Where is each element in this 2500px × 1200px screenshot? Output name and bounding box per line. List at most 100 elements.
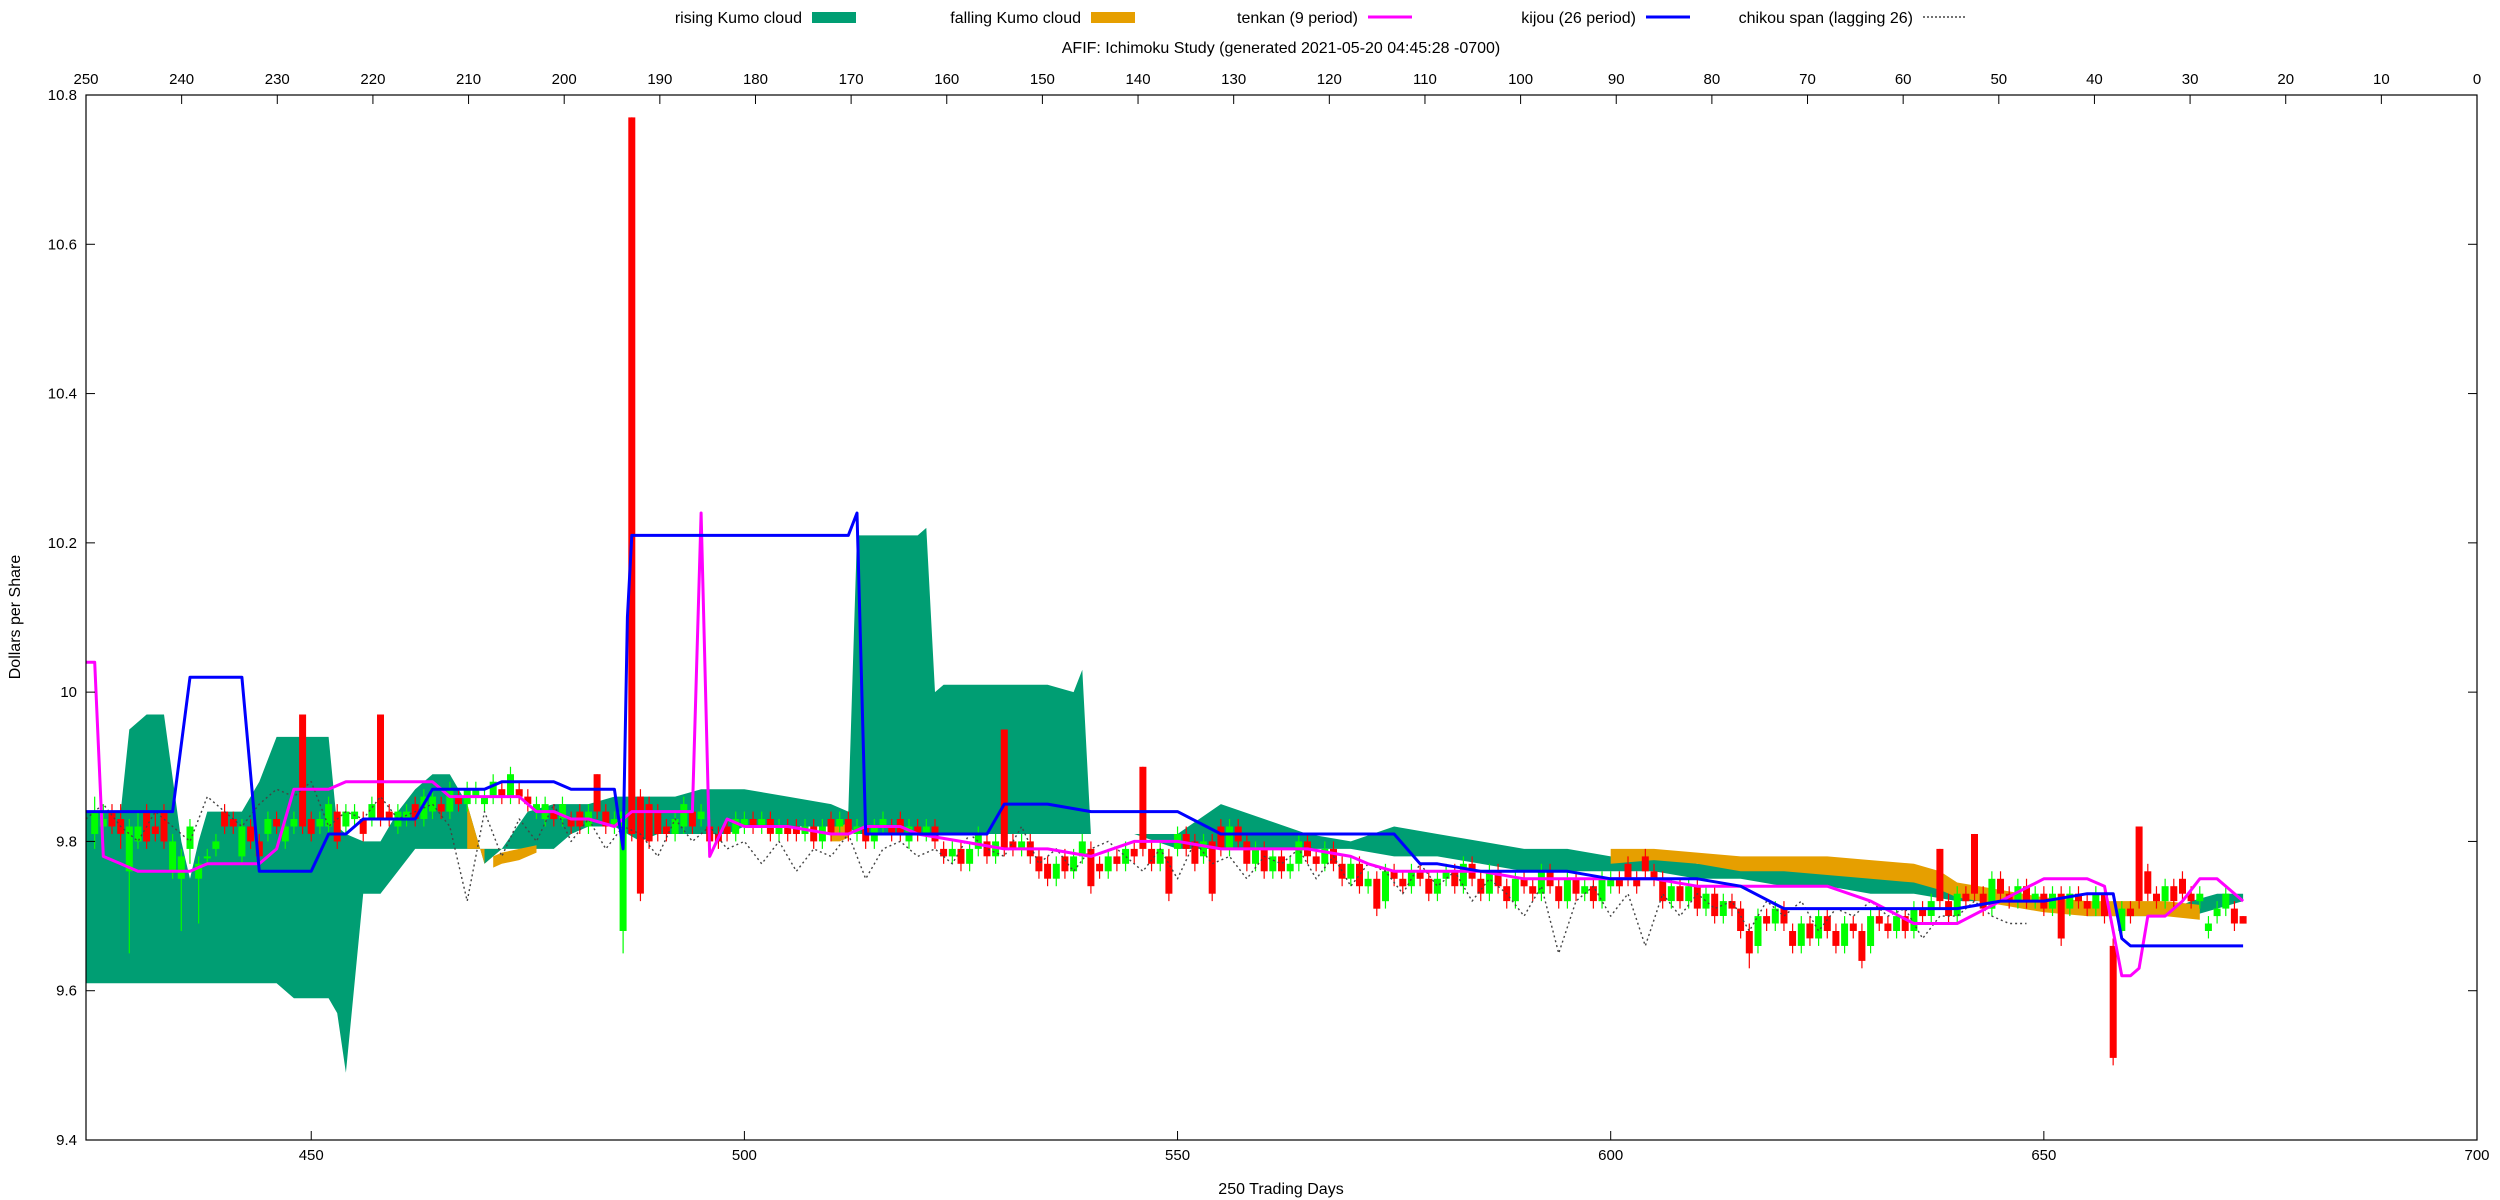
falling-candle	[1780, 908, 1788, 924]
falling-candle	[1936, 848, 1944, 902]
rising-candle	[1269, 856, 1277, 872]
rising-candle	[481, 796, 488, 805]
x2-tick-label: 150	[1030, 71, 1055, 88]
rising-candle	[186, 826, 194, 849]
rising-candle	[2213, 908, 2221, 917]
x-tick-label: 650	[2031, 1147, 2056, 1164]
rising-candle	[368, 804, 376, 819]
rising-candle	[507, 774, 514, 797]
y-axis-label: Dollars per Share	[7, 555, 24, 680]
falling-candle	[1087, 848, 1095, 887]
x2-tick-label: 240	[169, 71, 194, 88]
falling-candle	[1148, 848, 1156, 864]
x-tick-label: 450	[299, 1147, 324, 1164]
falling-candle	[888, 826, 896, 834]
falling-candle	[160, 811, 168, 842]
falling-candle	[1763, 916, 1771, 924]
falling-candle	[688, 811, 696, 827]
rising-candle	[91, 811, 99, 834]
falling-candle	[2057, 893, 2065, 939]
rising-candle	[974, 834, 982, 849]
rising-candle	[1797, 923, 1805, 946]
rising-candle	[671, 819, 679, 834]
falling-candle	[2187, 893, 2195, 902]
rising-candle	[1537, 871, 1545, 894]
rising-kumo-cloud	[86, 714, 485, 1073]
falling-candle	[108, 811, 116, 827]
falling-candle	[1919, 908, 1927, 917]
falling-candle	[1572, 878, 1580, 894]
falling-candle	[1278, 856, 1285, 872]
rising-candle	[203, 856, 211, 859]
rising-candle	[1459, 863, 1467, 887]
rising-candle	[1910, 908, 1918, 931]
falling-candle	[827, 819, 835, 834]
rising-candle	[1702, 893, 1710, 909]
rising-candle	[2196, 893, 2204, 902]
x-tick-label: 700	[2464, 1147, 2489, 1164]
x2-tick-label: 0	[2473, 71, 2481, 88]
chart-title: AFIF: Ichimoku Study (generated 2021-05-…	[1062, 40, 1500, 57]
falling-candle	[2179, 878, 2186, 894]
rising-candle	[281, 826, 289, 842]
rising-candle	[195, 863, 203, 879]
falling-candle	[1997, 878, 2004, 894]
rising-candle	[212, 841, 220, 849]
falling-candle	[1139, 766, 1147, 849]
x-tick-label: 600	[1598, 1147, 1623, 1164]
rising-candle	[125, 826, 133, 872]
legend-swatch-rising-cloud	[812, 12, 856, 23]
falling-candle	[1191, 841, 1199, 864]
falling-candle	[1338, 863, 1346, 879]
falling-candle	[255, 841, 263, 857]
rising-candle	[922, 826, 930, 834]
rising-candle	[1867, 916, 1875, 946]
rising-candle	[1581, 886, 1589, 894]
falling-candle	[1000, 729, 1008, 849]
falling-candle	[550, 811, 558, 820]
falling-candle	[1901, 916, 1909, 931]
falling-candle	[1745, 931, 1753, 954]
falling-candle	[1529, 886, 1537, 894]
x-tick-label: 550	[1165, 1147, 1190, 1164]
falling-candle	[1962, 893, 1970, 902]
falling-candle	[1165, 856, 1173, 894]
falling-candle	[645, 804, 653, 842]
falling-candle	[567, 819, 575, 827]
falling-candle	[1615, 878, 1623, 887]
rising-candle	[1078, 841, 1086, 857]
falling-candle	[455, 796, 462, 805]
rising-candle	[1407, 871, 1415, 887]
legend-swatch-falling-cloud	[1091, 12, 1135, 23]
rising-candle	[1200, 841, 1207, 857]
falling-candle	[1399, 878, 1407, 887]
rising-candle	[1122, 848, 1130, 864]
rising-candle	[1685, 886, 1693, 902]
rising-candle	[1295, 841, 1303, 864]
y-tick-label: 9.4	[56, 1132, 77, 1149]
rising-candle	[1754, 916, 1762, 946]
falling-candle	[636, 796, 644, 894]
x2-tick-label: 100	[1508, 71, 1533, 88]
rising-candle	[610, 819, 618, 827]
falling-candle	[524, 796, 532, 805]
rising-candle	[948, 848, 956, 857]
falling-candle	[1130, 848, 1138, 857]
falling-candle	[1875, 916, 1883, 924]
falling-candle	[1035, 856, 1043, 872]
y-tick-label: 10.8	[48, 87, 77, 104]
falling-candle	[628, 117, 636, 834]
falling-candle	[1789, 931, 1797, 946]
falling-candle	[593, 774, 601, 812]
rising-candle	[1953, 893, 1961, 917]
rising-candle	[238, 826, 246, 857]
falling-candle	[273, 819, 281, 827]
rising-candle	[1104, 856, 1112, 872]
rising-candle	[1511, 878, 1519, 902]
falling-candle	[307, 819, 315, 834]
falling-candle	[2153, 893, 2160, 902]
x2-tick-label: 190	[647, 71, 672, 88]
falling-candle	[1624, 863, 1632, 879]
falling-candle	[1737, 908, 1745, 931]
